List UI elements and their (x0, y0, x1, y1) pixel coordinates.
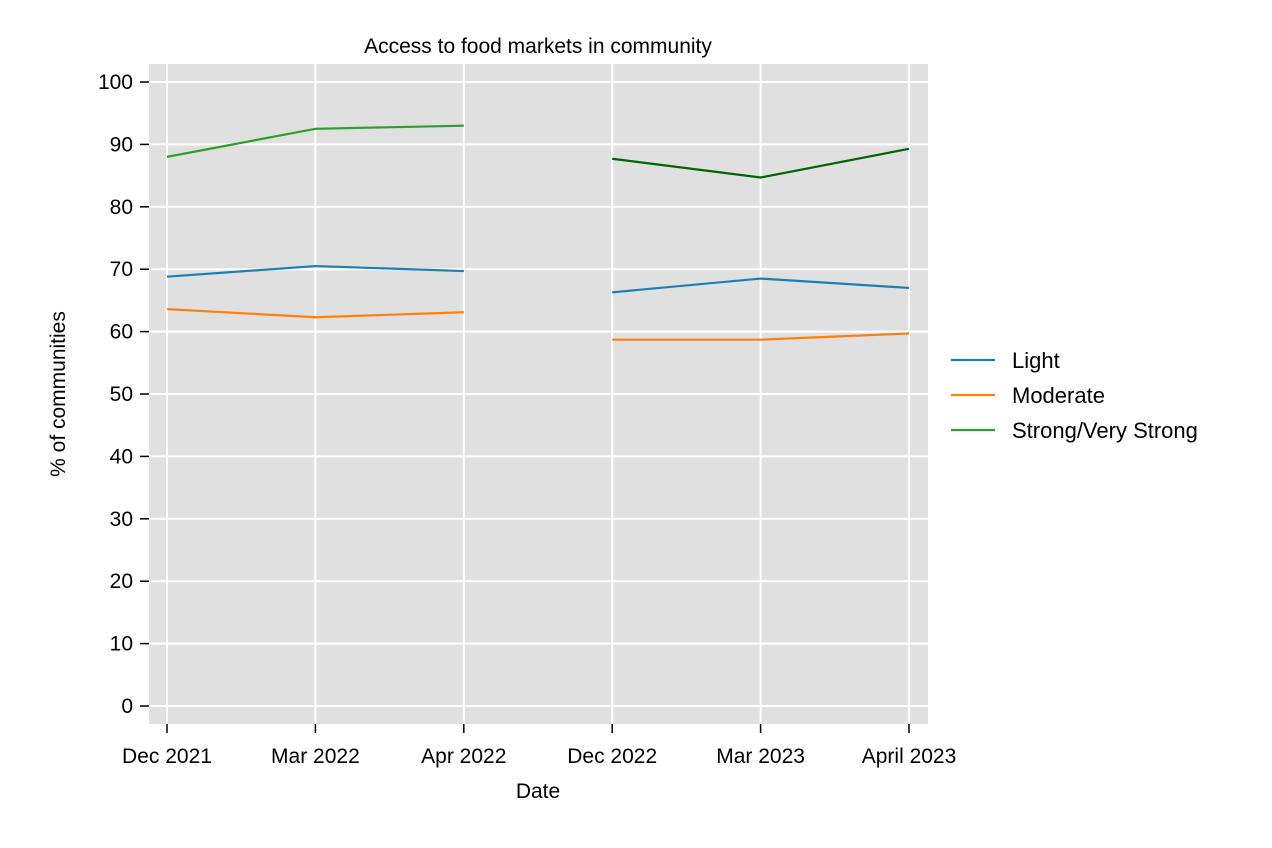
legend-label: Strong/Very Strong (1012, 418, 1198, 443)
y-tick-label: 10 (110, 633, 133, 656)
y-tick-label: 80 (110, 196, 133, 219)
x-tick-label: Apr 2022 (421, 745, 506, 768)
series-line-moderate (166, 308, 464, 319)
series-lines (166, 124, 910, 341)
x-tick-label: Dec 2022 (567, 745, 657, 768)
y-tick-label: 30 (110, 508, 133, 531)
x-tick-label: Mar 2022 (271, 745, 360, 768)
y-tick-label: 20 (110, 570, 133, 593)
legend: Light Moderate Strong/Very Strong (951, 348, 1198, 443)
y-tick-label: 50 (110, 383, 133, 406)
legend-label: Moderate (1012, 383, 1105, 408)
y-tick-label: 60 (110, 321, 133, 344)
series-line-light (166, 264, 464, 278)
chart-title: Access to food markets in community (364, 35, 712, 58)
legend-label: Light (1012, 348, 1060, 373)
series-line-strong-very-strong (166, 124, 464, 158)
x-axis-label: Date (516, 780, 560, 803)
y-tick-label: 0 (121, 695, 133, 718)
x-tick-label: Mar 2023 (716, 745, 805, 768)
series-line-strong-very-strong (612, 147, 910, 179)
x-tick-label: April 2023 (862, 745, 957, 768)
y-axis-label: % of communities (47, 311, 70, 477)
y-tick-label: 70 (110, 258, 133, 281)
axes: 0 10 20 30 40 50 60 70 80 90 100 Dec 2021 Mar 2022 Ap… (98, 71, 956, 768)
series-line-light (612, 277, 910, 294)
series-line-moderate (612, 332, 910, 341)
x-tick-label: Dec 2021 (122, 745, 212, 768)
y-tick-label: 90 (110, 133, 133, 156)
y-tick-label: 100 (98, 71, 133, 94)
y-tick-label: 40 (110, 445, 133, 468)
